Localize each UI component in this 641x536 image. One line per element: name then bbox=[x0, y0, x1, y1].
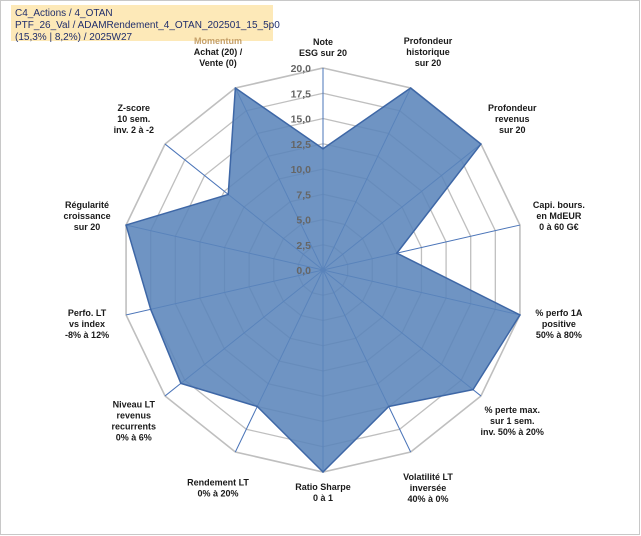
axis-label-line: historique bbox=[406, 47, 450, 57]
data-point bbox=[125, 224, 127, 226]
axis-label: % perte max.sur 1 sem.inv. 50% à 20% bbox=[481, 405, 544, 437]
data-point bbox=[322, 471, 324, 473]
tick-label: 7,5 bbox=[296, 189, 311, 201]
tick-label: 5,0 bbox=[296, 215, 311, 227]
axis-label-line: sur 20 bbox=[415, 58, 442, 68]
data-point bbox=[322, 148, 324, 150]
tick-label: 10,0 bbox=[291, 164, 312, 176]
axis-label-line: revenus bbox=[117, 410, 152, 420]
data-point bbox=[396, 252, 398, 254]
axis-label-line: sur 20 bbox=[499, 125, 526, 135]
axis-label-line: 10 sem. bbox=[117, 114, 150, 124]
axis-label-line: Vente (0) bbox=[199, 58, 237, 68]
axis-label-line: Achat (20) / bbox=[194, 47, 243, 57]
axis-label-line: positive bbox=[542, 319, 576, 329]
axis-label-line: Volatilité LT bbox=[403, 472, 453, 482]
axis-label-line: 0% à 6% bbox=[116, 432, 152, 442]
axis-label-line: vs index bbox=[69, 319, 105, 329]
axis-label-line: inv. 50% à 20% bbox=[481, 427, 544, 437]
axis-label-line: Niveau LT bbox=[113, 399, 156, 409]
axis-label-line: 0% à 20% bbox=[197, 489, 238, 499]
data-point bbox=[387, 405, 390, 408]
axis-label-line: Note bbox=[313, 37, 333, 47]
axis-label-line: Momentum bbox=[194, 36, 242, 46]
tick-label: 20,0 bbox=[291, 63, 312, 75]
axis-label-line: % perte max. bbox=[484, 405, 540, 415]
axis-label-line: 0 à 1 bbox=[313, 493, 333, 503]
axis-label-line: Régularité bbox=[65, 200, 109, 210]
axis-label-line: Rendement LT bbox=[187, 478, 249, 488]
axis-label-line: ESG sur 20 bbox=[299, 48, 347, 58]
axis-label-line: 0 à 60 G€ bbox=[539, 222, 579, 232]
axis-label-line: en MdEUR bbox=[536, 211, 582, 221]
axis-label-line: inv. 2 à -2 bbox=[114, 125, 154, 135]
tick-label: 0,0 bbox=[296, 265, 311, 277]
data-point bbox=[256, 405, 259, 408]
axis-label-line: Z-score bbox=[118, 103, 151, 113]
tick-label: 12,5 bbox=[291, 139, 312, 151]
data-point bbox=[409, 87, 412, 89]
axis-label-line: 40% à 0% bbox=[407, 494, 448, 504]
axis-label-line: Capi. bours. bbox=[533, 200, 585, 210]
axis-label-line: inversée bbox=[410, 483, 447, 493]
chart-header-box: C4_Actions / 4_OTAN PTF_26_Val / ADAMRen… bbox=[11, 5, 280, 43]
axis-label-line: Profondeur bbox=[404, 36, 453, 46]
data-point bbox=[180, 382, 182, 385]
axis-label-line: sur 20 bbox=[74, 222, 101, 232]
data-point bbox=[472, 388, 474, 391]
radial-tick-labels: 0,0 2,5 5,0 7,5 10,0 12,5 15,0 17,5 20,0 bbox=[291, 63, 312, 277]
axis-label: Rendement LT0% à 20% bbox=[187, 478, 249, 499]
axis-label-line: Perfo. LT bbox=[68, 308, 107, 318]
data-point bbox=[234, 87, 237, 89]
tick-label: 15,0 bbox=[291, 114, 312, 126]
data-point bbox=[519, 314, 521, 316]
data-point bbox=[480, 143, 482, 145]
axis-label-line: recurrents bbox=[112, 421, 157, 431]
axis-label-line: -8% à 12% bbox=[65, 330, 109, 340]
axis-label-line: Profondeur bbox=[488, 103, 537, 113]
header-line-1: C4_Actions / 4_OTAN bbox=[15, 8, 113, 19]
axis-label-line: % perfo 1A bbox=[535, 308, 583, 318]
axis-label-line: Ratio Sharpe bbox=[295, 482, 351, 492]
tick-label: 2,5 bbox=[296, 240, 311, 252]
data-point bbox=[227, 193, 230, 196]
tick-label: 17,5 bbox=[291, 88, 312, 100]
axis-label-line: 50% à 80% bbox=[536, 330, 582, 340]
data-point bbox=[149, 308, 152, 311]
axis-label-line: revenus bbox=[495, 114, 530, 124]
axis-label-line: sur 1 sem. bbox=[490, 416, 535, 426]
axis-label-line: croissance bbox=[64, 211, 111, 221]
header-line-3: (15,3% | 8,2%) / 2025W27 bbox=[15, 32, 133, 43]
header-line-2: PTF_26_Val / ADAMRendement_4_OTAN_202501… bbox=[15, 20, 280, 31]
